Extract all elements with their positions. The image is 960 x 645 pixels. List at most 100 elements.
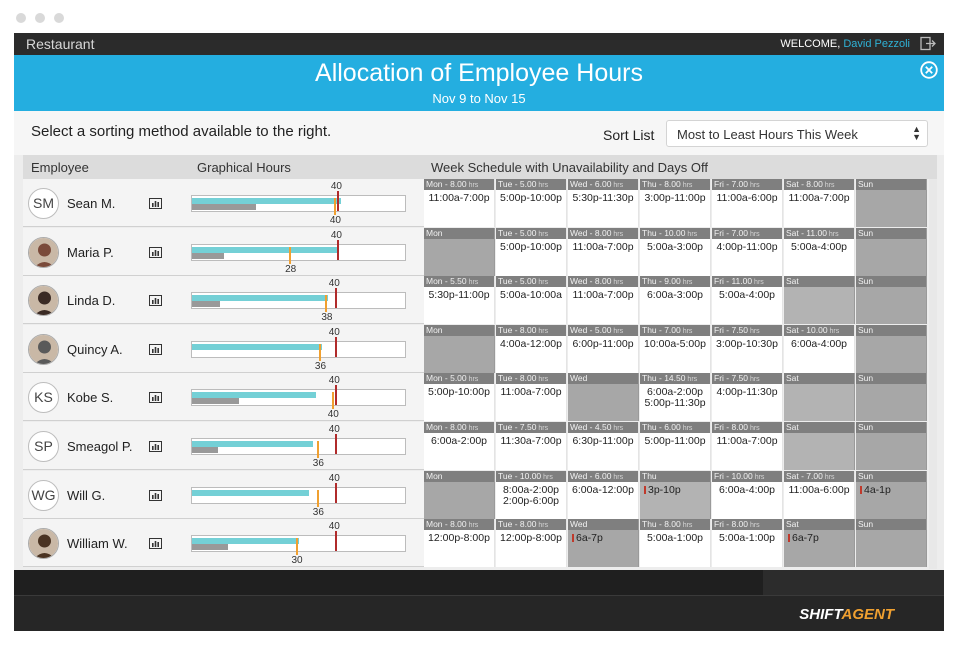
shift-cell[interactable]: Fri - 8.00 hrs 5:00a-1:00p bbox=[712, 519, 783, 568]
shift-cell[interactable]: Tue - 5.00 hrs 5:00p-10:00p bbox=[496, 179, 567, 227]
shift-cell[interactable]: Fri - 7.00 hrs 11:00a-6:00p bbox=[712, 179, 783, 227]
shift-cell[interactable]: Tue - 8.00 hrs 4:00a-12:00p bbox=[496, 324, 567, 373]
shift-cell[interactable]: Tue - 8.00 hrs 12:00p-8:00p bbox=[496, 519, 567, 568]
sort-select[interactable]: Most to Least Hours This Week ▲ ▼ bbox=[666, 120, 928, 147]
shift-cell[interactable]: Fri - 7.00 hrs 4:00p-11:00p bbox=[712, 227, 783, 276]
shift-cell[interactable]: Fri - 8.00 hrs 11:00a-7:00p bbox=[712, 422, 783, 470]
shift-cell[interactable]: Mon - 8.00 hrs 11:00a-7:00p bbox=[424, 179, 495, 227]
employee-row[interactable]: SP Smeagol P. 40 36 Mon - 8.00 hrs 6:00a-2:00… bbox=[23, 422, 937, 470]
day-off-cell[interactable]: Sun bbox=[856, 324, 927, 373]
window-dot-minimize[interactable] bbox=[35, 13, 45, 23]
shift-cell[interactable]: Mon - 8.00 hrs 12:00p-8:00p bbox=[424, 519, 495, 568]
avatar: SM bbox=[28, 188, 59, 219]
day-off-cell[interactable]: Thu 3p-10p bbox=[640, 470, 711, 519]
day-off-cell[interactable]: Sat 6a-7p bbox=[784, 519, 855, 568]
bar-chart-icon[interactable] bbox=[149, 392, 162, 404]
day-off-cell[interactable]: Mon bbox=[424, 324, 495, 373]
shift-cell[interactable]: Wed - 6.00 hrs 5:30p-11:30p bbox=[568, 179, 639, 227]
shift-cell[interactable]: Fri - 7.50 hrs 4:00p-11:30p bbox=[712, 373, 783, 422]
day-off-cell[interactable]: Sat bbox=[784, 422, 855, 470]
shift-cell[interactable]: Thu - 8.00 hrs 3:00p-11:00p bbox=[640, 179, 711, 227]
day-off-cell[interactable]: Sat bbox=[784, 373, 855, 422]
day-off-cell[interactable]: Sun bbox=[856, 373, 927, 422]
shift-cell[interactable]: Tue - 5.00 hrs 5:00a-10:00a bbox=[496, 276, 567, 325]
shift-cell[interactable]: Fri - 11.00 hrs 5:00a-4:00p bbox=[712, 276, 783, 325]
bar-chart-icon[interactable] bbox=[149, 343, 162, 355]
shift-cell[interactable]: Wed - 5.00 hrs 6:00p-11:00p bbox=[568, 324, 639, 373]
hours-unit: hrs bbox=[466, 182, 479, 189]
shift-cell[interactable]: Thu - 6.00 hrs 5:00p-11:00p bbox=[640, 422, 711, 470]
window-dot-maximize[interactable] bbox=[54, 13, 64, 23]
hours-unit: hrs bbox=[748, 522, 760, 530]
day-label: Fri - 7.00 bbox=[714, 179, 749, 189]
shift-time: 4:00p-11:00p bbox=[716, 240, 778, 253]
shift-cell[interactable]: Tue - 10.00 hrs 8:00a-2:00p 2:00p-6:00p bbox=[496, 470, 567, 519]
day-off-cell[interactable]: Sun bbox=[856, 276, 927, 325]
shift-cell[interactable]: Mon - 5.50 hrs 5:30p-11:00p bbox=[424, 276, 495, 325]
shift-cell[interactable]: Wed - 4.50 hrs 6:30p-11:00p bbox=[568, 422, 639, 470]
shift-cell[interactable]: Fri - 10.00 hrs 6:00a-4:00p bbox=[712, 470, 783, 519]
employee-row[interactable]: William W. 40 30 Mon - 8.00 hrs 12:00p-8:00p… bbox=[23, 519, 937, 568]
brand-part2: AGENT bbox=[841, 606, 895, 623]
shift-cell[interactable]: Mon - 8.00 hrs 6:00a-2:00p bbox=[424, 422, 495, 470]
bar-chart-icon[interactable] bbox=[149, 198, 162, 209]
shift-cell[interactable]: Fri - 7.50 hrs 3:00p-10:30p bbox=[712, 324, 783, 373]
shift-cell[interactable]: Thu - 14.50 hrs 6:00a-2:00p 5:00p-11:30p bbox=[640, 373, 711, 422]
day-off-cell[interactable]: Mon bbox=[424, 470, 495, 519]
unavailable-flag-icon bbox=[788, 534, 790, 543]
unavailable-flag-icon bbox=[572, 534, 574, 543]
shift-time: 5:00p-10:00p bbox=[500, 192, 562, 204]
day-off-cell[interactable]: Mon bbox=[424, 227, 495, 276]
shift-cell[interactable]: Tue - 5.00 hrs 5:00p-10:00p bbox=[496, 227, 567, 276]
day-off-cell[interactable]: Sun bbox=[856, 179, 927, 227]
day-off-cell[interactable]: Sun 4a-1p bbox=[856, 470, 927, 519]
employee-row[interactable]: SM Sean M. 40 40 Mon - 8.00 hrs 11:00a-7:00p T… bbox=[23, 179, 937, 227]
shift-cell[interactable]: Tue - 7.50 hrs 11:30a-7:00p bbox=[496, 422, 567, 470]
list-scroll-track[interactable] bbox=[929, 179, 937, 569]
hours-unit: hrs bbox=[685, 376, 698, 384]
shift-time: 11:00a-6:00p bbox=[788, 483, 850, 496]
close-icon[interactable] bbox=[920, 61, 938, 79]
shift-cell[interactable]: Thu - 8.00 hrs 5:00a-1:00p bbox=[640, 519, 711, 568]
bar-chart-icon[interactable] bbox=[149, 489, 162, 501]
shift-cell[interactable]: Sat - 10.00 hrs 6:00a-4:00p bbox=[784, 324, 855, 373]
bar-chart-icon[interactable] bbox=[149, 246, 162, 258]
shift-cell[interactable]: Thu - 10.00 hrs 5:00a-3:00p bbox=[640, 227, 711, 276]
day-off-cell[interactable]: Sat bbox=[784, 276, 855, 325]
employee-row[interactable]: Linda D. 40 38 Mon - 5.50 hrs 5:30p-11:00p Tu… bbox=[23, 276, 937, 325]
day-off-cell[interactable]: Wed bbox=[568, 373, 639, 422]
logout-icon[interactable] bbox=[920, 36, 936, 51]
avatar bbox=[28, 236, 59, 268]
shift-cell[interactable]: Tue - 8.00 hrs 11:00a-7:00p bbox=[496, 373, 567, 422]
shift-cell[interactable]: Thu - 7.00 hrs 10:00a-5:00p bbox=[640, 324, 711, 373]
employee-row[interactable]: WG Will G. 40 36 Mon Tue - 10.00 hrs 8:00a-2:0… bbox=[23, 470, 937, 519]
shift-time: 5:00a-1:00p bbox=[646, 532, 704, 545]
bar-chart-icon[interactable] bbox=[149, 441, 162, 452]
shift-cell[interactable]: Wed - 6.00 hrs 6:00a-12:00p bbox=[568, 470, 639, 519]
hours-unit: hrs bbox=[536, 522, 549, 530]
day-off-cell[interactable]: Sun bbox=[856, 227, 927, 276]
bar-chart-icon[interactable] bbox=[149, 295, 162, 307]
shift-cell[interactable]: Wed - 8.00 hrs 11:00a-7:00p bbox=[568, 276, 639, 325]
shift-cell[interactable]: Thu - 9.00 hrs 6:00a-3:00p bbox=[640, 276, 711, 325]
employee-row[interactable]: Quincy A. 40 36 Mon Tue - 8.00 hrs 4:00a-12:0… bbox=[23, 324, 937, 373]
employee-row[interactable]: KS Kobe S. 40 40 Mon - 5.00 hrs 5:00p-10:00p T… bbox=[23, 373, 937, 422]
employee-row[interactable]: Maria P. 40 28 Mon Tue - 5.00 hrs 5:00p-10:00… bbox=[23, 227, 937, 276]
day-header: Wed - 8.00 hrs bbox=[568, 276, 638, 288]
shift-cell[interactable]: Sat - 8.00 hrs 11:00a-7:00p bbox=[784, 179, 855, 227]
day-header: Fri - 10.00 hrs bbox=[712, 470, 782, 482]
shift-cell[interactable]: Sat - 11.00 hrs 5:00a-4:00p bbox=[784, 227, 855, 276]
day-header: Tue - 8.00 hrs bbox=[496, 519, 566, 531]
bar-chart-icon[interactable] bbox=[149, 538, 162, 550]
shift-cell[interactable]: Wed - 8.00 hrs 11:00a-7:00p bbox=[568, 227, 639, 276]
hours-unit: hrs bbox=[536, 376, 549, 384]
shift-cell[interactable]: Sat - 7.00 hrs 11:00a-6:00p bbox=[784, 470, 855, 519]
day-label: Mon bbox=[426, 470, 443, 481]
day-off-cell[interactable]: Sun bbox=[856, 519, 927, 568]
window-dot-close[interactable] bbox=[16, 13, 26, 23]
day-off-cell[interactable]: Wed 6a-7p bbox=[568, 519, 639, 568]
shift-cell[interactable]: Mon - 5.00 hrs 5:00p-10:00p bbox=[424, 373, 495, 422]
day-off-cell[interactable]: Sun bbox=[856, 422, 927, 470]
sort-bar: Select a sorting method available to the… bbox=[14, 111, 944, 155]
user-name[interactable]: David Pezzoli bbox=[843, 38, 910, 50]
